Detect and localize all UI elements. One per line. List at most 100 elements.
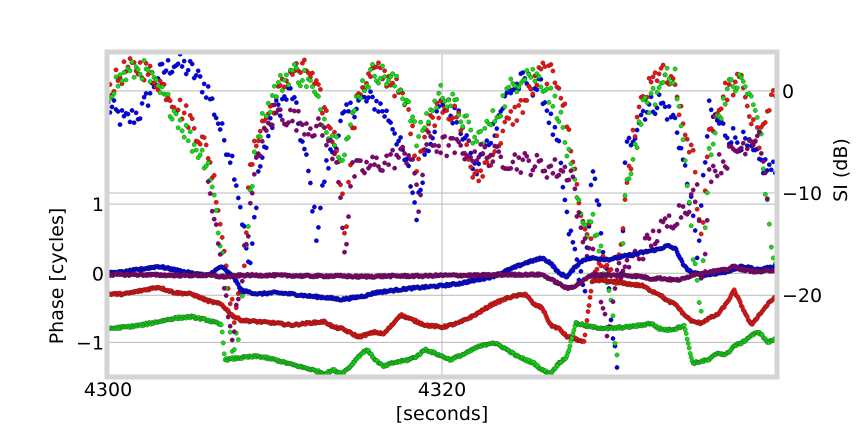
si-point bbox=[426, 119, 431, 125]
si-point bbox=[398, 87, 403, 93]
si-point bbox=[734, 85, 740, 91]
si-point bbox=[732, 79, 738, 85]
si-point bbox=[692, 261, 698, 267]
si-point bbox=[578, 225, 584, 231]
si-point bbox=[530, 167, 536, 173]
si-point bbox=[282, 77, 287, 83]
si-point bbox=[550, 103, 556, 109]
si-point bbox=[702, 251, 708, 257]
si-point bbox=[243, 241, 249, 247]
si-point bbox=[348, 122, 353, 128]
si-point bbox=[650, 228, 656, 234]
si-point bbox=[374, 64, 379, 70]
si-point bbox=[352, 114, 357, 120]
si-point bbox=[524, 68, 530, 73]
si-point bbox=[588, 219, 594, 225]
si-point bbox=[273, 94, 279, 99]
si-point bbox=[636, 256, 642, 262]
si-point bbox=[209, 96, 215, 101]
si-point bbox=[269, 122, 275, 128]
si-point bbox=[378, 75, 383, 81]
phase-point bbox=[587, 295, 593, 300]
si-point bbox=[666, 76, 672, 82]
si-point bbox=[155, 83, 161, 89]
si-point bbox=[350, 160, 355, 165]
si-point bbox=[406, 153, 411, 158]
si-point bbox=[482, 144, 488, 150]
si-point bbox=[241, 223, 247, 229]
si-point bbox=[408, 118, 413, 124]
si-point bbox=[342, 152, 347, 158]
si-point bbox=[716, 152, 722, 157]
si-point bbox=[684, 136, 690, 142]
si-point bbox=[506, 116, 512, 121]
si-point bbox=[484, 138, 490, 144]
si-point bbox=[610, 313, 616, 319]
phase-series-red bbox=[105, 277, 778, 344]
si-point bbox=[219, 121, 225, 126]
si-point bbox=[492, 119, 498, 124]
si-point bbox=[426, 129, 431, 135]
si-point bbox=[245, 224, 251, 229]
si-point bbox=[664, 224, 670, 229]
si-point bbox=[346, 135, 351, 140]
si-point bbox=[742, 136, 748, 141]
si-point bbox=[452, 150, 458, 156]
si-point bbox=[378, 101, 383, 106]
si-point bbox=[197, 141, 203, 147]
si-point bbox=[410, 123, 415, 129]
si-point bbox=[316, 225, 321, 230]
si-point bbox=[201, 135, 207, 140]
si-point bbox=[432, 142, 438, 148]
si-point bbox=[298, 70, 303, 75]
si-point bbox=[416, 156, 421, 162]
si-point bbox=[322, 116, 327, 122]
si-point bbox=[762, 120, 768, 125]
si-point bbox=[676, 203, 682, 208]
phase-point bbox=[584, 318, 590, 323]
si-point bbox=[304, 152, 309, 157]
si-point bbox=[247, 200, 253, 206]
si-point bbox=[478, 128, 484, 134]
si-point bbox=[558, 95, 564, 101]
si-point bbox=[706, 167, 712, 172]
si-point bbox=[454, 97, 460, 102]
si-point bbox=[183, 103, 189, 108]
si-point bbox=[348, 100, 353, 106]
si-point bbox=[448, 103, 454, 109]
si-point bbox=[576, 197, 582, 203]
si-point bbox=[352, 125, 357, 131]
si-point bbox=[722, 101, 728, 107]
si-point bbox=[474, 168, 480, 174]
si-point bbox=[560, 169, 566, 174]
si-point bbox=[314, 78, 319, 83]
si-point bbox=[648, 79, 654, 85]
si-point bbox=[370, 94, 375, 100]
si-point bbox=[221, 137, 227, 143]
phase-series-green bbox=[105, 313, 778, 377]
si-point bbox=[648, 91, 654, 96]
si-point bbox=[600, 305, 606, 311]
si-point bbox=[538, 66, 544, 72]
si-point bbox=[488, 152, 494, 158]
si-point bbox=[249, 241, 255, 246]
si-point bbox=[760, 159, 766, 164]
si-point bbox=[195, 68, 201, 74]
si-point bbox=[251, 171, 257, 177]
si-point bbox=[183, 123, 189, 128]
si-point bbox=[520, 157, 526, 163]
si-point bbox=[548, 163, 554, 169]
si-point bbox=[612, 286, 618, 291]
phase-point bbox=[686, 345, 692, 351]
si-point bbox=[588, 182, 594, 188]
si-point bbox=[656, 228, 662, 234]
si-point bbox=[422, 125, 427, 131]
si-point bbox=[384, 81, 389, 87]
si-point bbox=[766, 221, 772, 227]
phase-point bbox=[586, 303, 592, 308]
si-point bbox=[203, 95, 209, 100]
si-point bbox=[259, 138, 265, 144]
si-point bbox=[628, 166, 634, 172]
si-point bbox=[512, 152, 518, 157]
si-point bbox=[754, 133, 760, 139]
